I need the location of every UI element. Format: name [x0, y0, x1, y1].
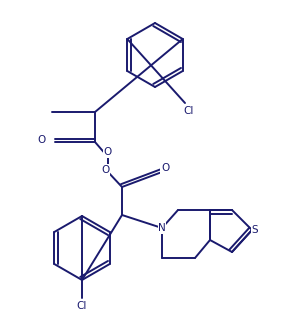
- Text: O: O: [38, 135, 46, 145]
- Text: O: O: [104, 147, 112, 157]
- Text: N: N: [158, 223, 166, 233]
- Text: Cl: Cl: [77, 301, 87, 311]
- Text: Cl: Cl: [184, 106, 194, 116]
- Text: O: O: [161, 163, 169, 173]
- Text: S: S: [252, 225, 258, 235]
- Text: O: O: [101, 165, 109, 175]
